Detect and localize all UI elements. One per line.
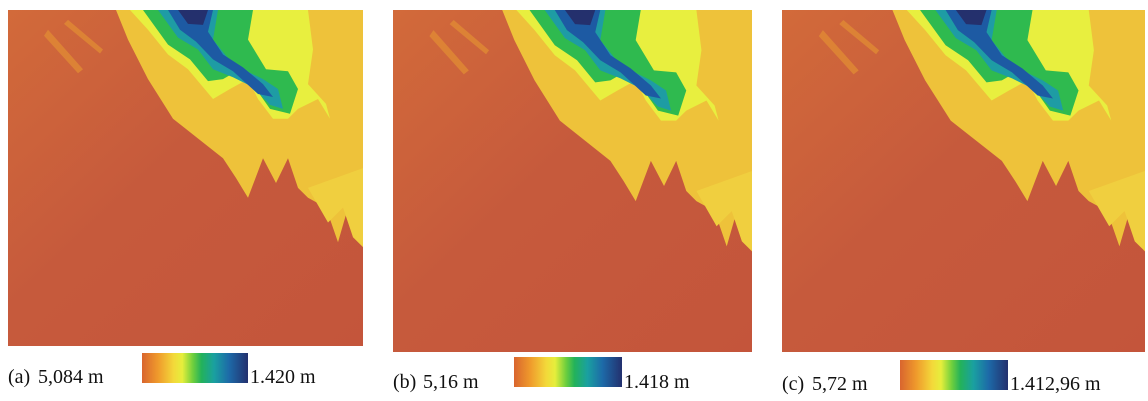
color-bar [142, 353, 248, 383]
max-label: 1.418 m [624, 371, 690, 394]
max-label: 1.412,96 m [1010, 373, 1101, 396]
caption: (a) [8, 366, 30, 389]
panel: (a) 5,084 m 1.420 m [8, 0, 368, 401]
caption: (c) [782, 373, 804, 396]
caption: (b) [393, 371, 416, 394]
figure: (a) 5,084 m 1.420 m (b) 5,16 m 1.418 m (… [0, 0, 1148, 401]
max-label: 1.420 m [250, 366, 316, 389]
panel: (b) 5,16 m 1.418 m [393, 0, 753, 401]
elevation-map [782, 10, 1145, 352]
elevation-map [393, 10, 752, 352]
elevation-map [8, 10, 363, 346]
color-bar [900, 360, 1008, 390]
color-bar [514, 357, 622, 387]
min-label: 5,084 m [38, 366, 104, 389]
panel: (c) 5,72 m 1.412,96 m [782, 0, 1148, 401]
min-label: 5,16 m [423, 371, 479, 394]
min-label: 5,72 m [812, 373, 868, 396]
